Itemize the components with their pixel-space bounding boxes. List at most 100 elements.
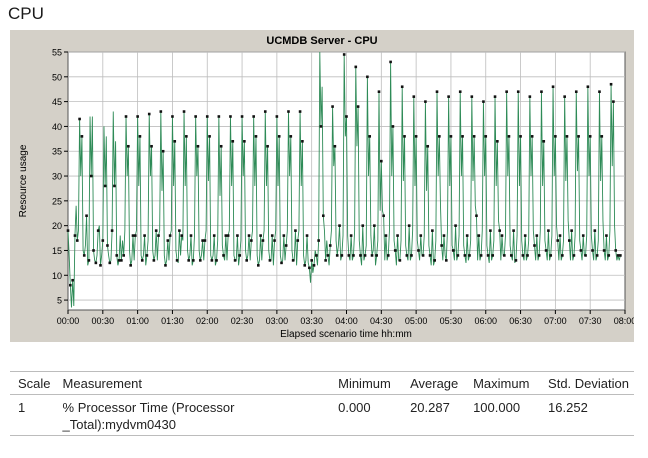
data-point <box>173 140 177 143</box>
data-point <box>212 234 216 237</box>
data-point <box>475 214 478 218</box>
data-point <box>178 229 181 232</box>
data-point <box>71 278 74 282</box>
y-tick-label: 35 <box>52 147 62 157</box>
y-tick-label: 15 <box>52 246 62 256</box>
data-point <box>205 115 209 118</box>
data-point <box>147 112 151 116</box>
data-point <box>366 75 369 79</box>
data-point <box>507 135 511 138</box>
data-point <box>298 110 302 113</box>
data-point <box>396 234 399 237</box>
data-point <box>421 254 425 257</box>
data-point <box>600 135 604 138</box>
data-point <box>338 224 341 227</box>
x-tick-label: 01:00 <box>126 316 149 326</box>
data-point <box>85 214 88 218</box>
data-point <box>154 229 158 232</box>
data-point <box>447 95 450 98</box>
data-point <box>310 259 313 262</box>
cell-minimum: 0.000 <box>338 400 371 415</box>
data-point <box>540 90 543 93</box>
table-row: 1 % Processor Time (Processor _Total):my… <box>10 395 634 436</box>
x-tick-label: 02:00 <box>196 316 219 326</box>
data-point <box>386 254 390 257</box>
data-point <box>252 115 255 118</box>
data-point <box>349 234 353 237</box>
data-point <box>268 259 272 262</box>
data-point <box>456 254 460 257</box>
data-point <box>465 234 469 237</box>
data-point <box>461 135 464 138</box>
data-point <box>482 100 485 103</box>
data-point <box>572 254 576 257</box>
data-point <box>442 234 446 237</box>
header-average: Average <box>410 376 459 391</box>
data-point <box>247 234 251 237</box>
data-point <box>551 85 555 89</box>
data-point <box>240 115 244 118</box>
data-point <box>134 234 137 237</box>
data-point <box>280 261 283 265</box>
data-point <box>512 229 515 232</box>
y-tick-label: 25 <box>52 196 62 206</box>
data-point <box>270 234 274 237</box>
data-point <box>354 65 358 69</box>
data-point <box>219 144 223 148</box>
series-group <box>66 51 622 308</box>
data-point <box>400 85 404 89</box>
data-point <box>431 229 434 232</box>
data-point <box>263 110 267 113</box>
header-scale: Scale <box>18 376 51 391</box>
data-point <box>328 244 332 247</box>
data-point <box>203 239 207 242</box>
header-std-deviation: Std. Deviation <box>548 376 629 391</box>
x-tick-label: 07:00 <box>544 316 567 326</box>
data-point <box>215 259 218 262</box>
data-point <box>607 254 611 257</box>
data-point <box>296 239 300 242</box>
data-point <box>136 115 139 118</box>
data-point <box>484 135 488 138</box>
data-point <box>122 254 125 257</box>
data-point <box>89 174 93 178</box>
data-point <box>82 254 86 257</box>
data-point <box>106 244 109 247</box>
data-point <box>519 135 522 138</box>
data-point <box>445 259 448 262</box>
data-point <box>145 254 149 257</box>
x-tick-label: 00:00 <box>57 316 80 326</box>
data-point <box>565 135 569 138</box>
data-point <box>236 234 239 237</box>
data-point <box>110 229 114 232</box>
data-point <box>261 239 265 242</box>
data-point <box>477 234 481 237</box>
data-point <box>305 234 309 237</box>
data-point <box>333 144 337 148</box>
data-point <box>194 115 197 118</box>
data-point <box>595 254 599 257</box>
y-tick-label: 40 <box>52 122 62 132</box>
data-point <box>530 135 534 138</box>
data-point <box>250 239 253 242</box>
data-point <box>273 239 276 242</box>
data-point <box>326 254 330 257</box>
data-point <box>208 135 211 138</box>
data-point <box>340 254 344 257</box>
data-point <box>352 254 355 257</box>
y-tick-label: 5 <box>57 296 62 306</box>
data-point <box>428 254 432 257</box>
data-point <box>410 254 413 257</box>
data-point <box>407 224 411 227</box>
data-point <box>370 254 374 257</box>
data-point <box>533 244 536 247</box>
y-axis-label: Resource usage <box>18 144 29 217</box>
data-point <box>347 254 351 257</box>
x-tick-label: 03:30 <box>300 316 323 326</box>
data-point <box>131 234 135 237</box>
cpu-chart-panel: UCMDB Server - CPU 5 10 15 20 25 30 35 40 45 50 55… <box>10 30 634 342</box>
data-point <box>537 254 541 257</box>
data-point <box>417 249 420 252</box>
data-point <box>586 85 590 89</box>
data-point <box>277 135 281 138</box>
